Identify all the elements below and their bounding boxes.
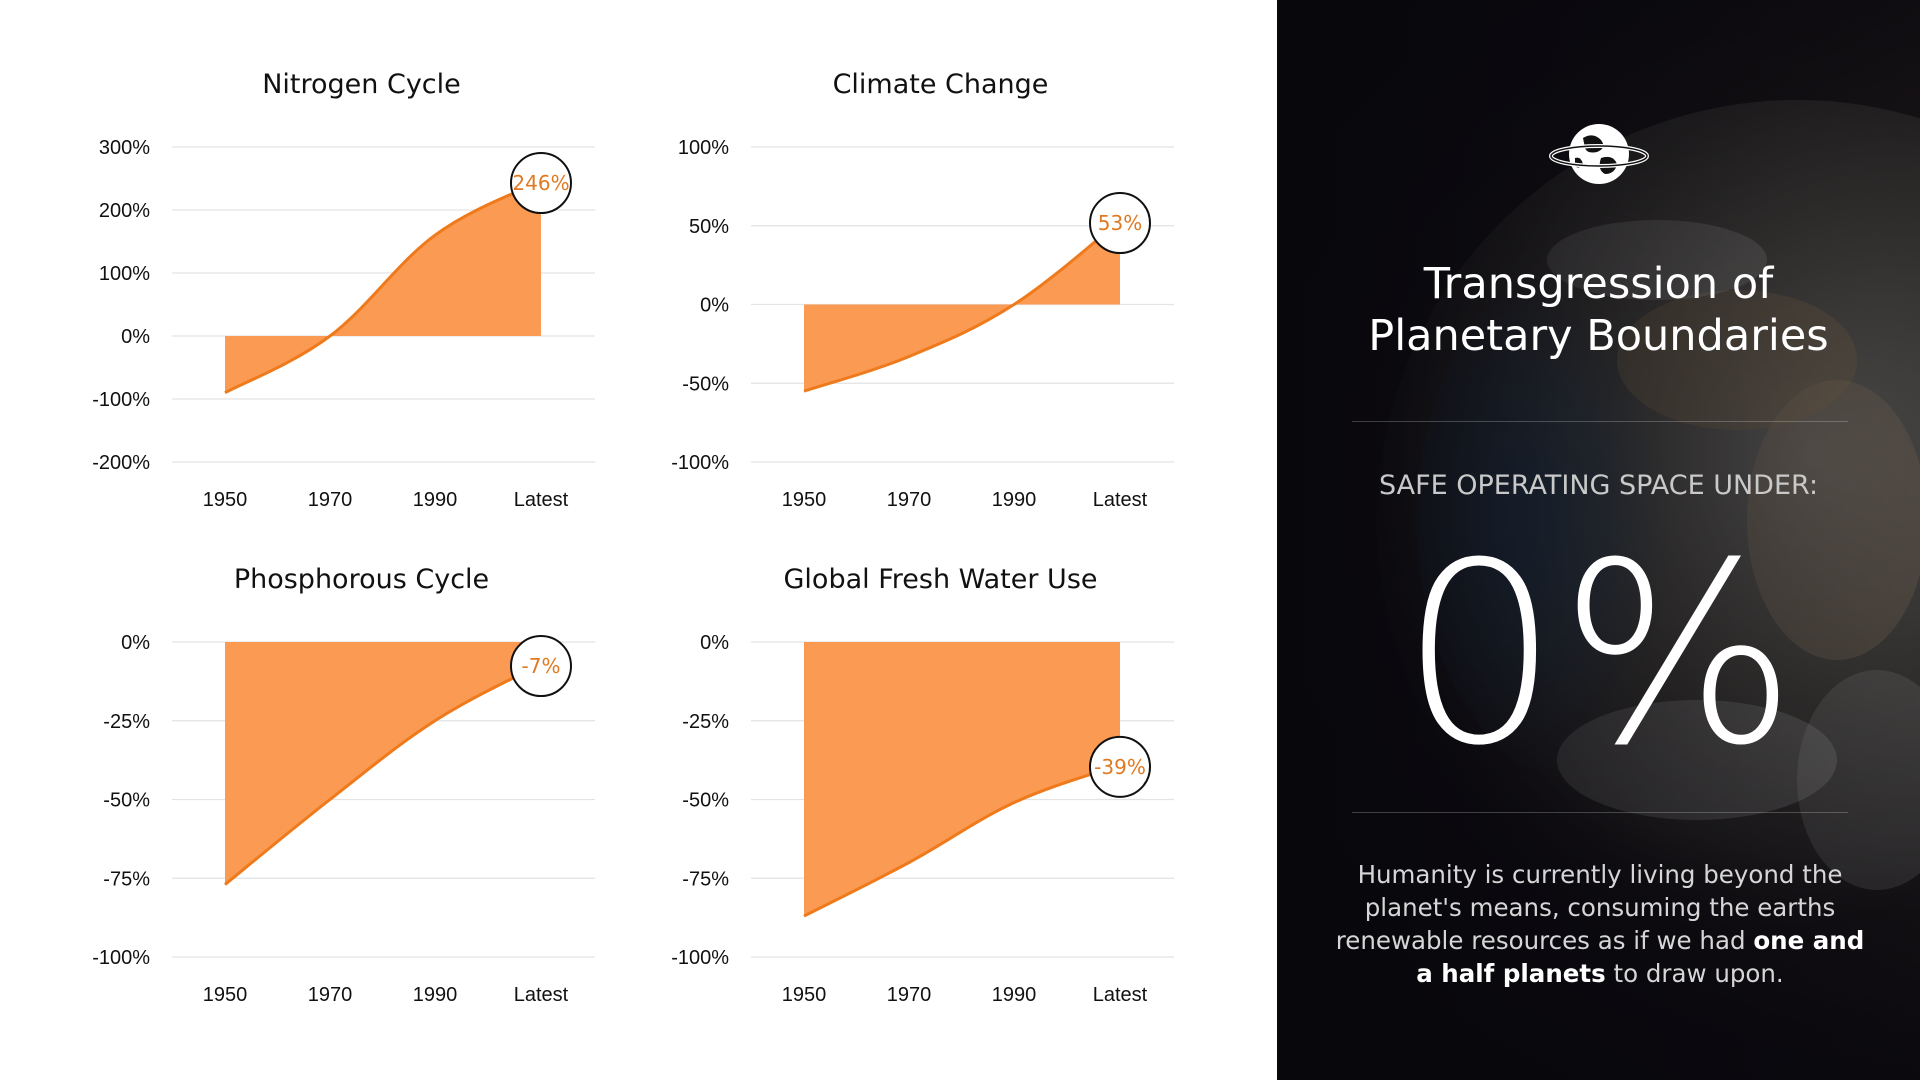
x-tick-label: Latest — [1093, 984, 1148, 1006]
y-tick-label: -25% — [103, 711, 150, 733]
x-tick-label: 1970 — [308, 984, 353, 1006]
callout-bubble — [1089, 735, 1151, 798]
chart-nitrogen-cycle: Nitrogen Cycle 300% 200% 100% 0% -100% -200% 19… — [50, 55, 650, 535]
y-tick-label: -100% — [671, 452, 729, 474]
chart-title: Nitrogen Cycle — [262, 69, 461, 100]
y-tick-label: -25% — [682, 711, 729, 733]
earth-background-image — [1277, 0, 1920, 1080]
y-tick-label: 0% — [700, 295, 729, 317]
chart-title: Climate Change — [833, 69, 1049, 100]
callout-label: 53% — [1098, 211, 1142, 235]
y-tick-label: -50% — [682, 373, 729, 395]
y-tick-label: 0% — [121, 632, 150, 654]
x-tick-label: 1970 — [887, 984, 932, 1006]
callout-bubble — [1089, 192, 1151, 255]
y-tick-label: -75% — [103, 868, 150, 890]
x-tick-label: Latest — [1093, 489, 1148, 511]
x-tick-label: 1970 — [887, 489, 932, 511]
callout-bubble — [510, 635, 572, 698]
series-line — [803, 763, 1121, 918]
x-tick-label: 1990 — [413, 489, 458, 511]
y-tick-label: -100% — [92, 947, 150, 969]
area-fill — [804, 642, 1120, 917]
chart-global-fresh-water-use: Global Fresh Water Use 0% -25% -50% -75% -100… — [629, 550, 1229, 1030]
y-tick-label: 200% — [99, 200, 150, 222]
callout-bubble — [510, 152, 572, 215]
chart-svg: Phosphorous Cycle 0% -25% -50% -75% -100% 1950… — [92, 564, 595, 1006]
y-tick-label: 0% — [121, 326, 150, 348]
y-tick-label: 100% — [678, 137, 729, 159]
panel-title-line-1: Transgression of — [1423, 259, 1774, 309]
chart-title: Global Fresh Water Use — [784, 564, 1098, 595]
chart-svg: Global Fresh Water Use 0% -25% -50% -75% -100… — [671, 564, 1174, 1006]
y-tick-label: 300% — [99, 137, 150, 159]
area-fill — [804, 221, 1120, 392]
chart-climate-change: Climate Change 100% 50% 0% -50% -100% 1950 1970… — [629, 55, 1229, 535]
x-tick-label: 1950 — [203, 489, 248, 511]
big-percentage-value: 0% — [1400, 509, 1797, 800]
chart-title: Phosphorous Cycle — [234, 564, 489, 595]
callout-label: 246% — [512, 171, 569, 195]
panel-subtitle: SAFE OPERATING SPACE UNDER: — [1378, 470, 1819, 501]
callout-label: -7% — [522, 654, 561, 678]
series-line — [803, 219, 1121, 393]
x-tick-label: Latest — [514, 489, 569, 511]
divider-bottom — [1352, 812, 1848, 813]
series-line — [224, 662, 542, 886]
y-tick-label: -75% — [682, 868, 729, 890]
x-tick-label: 1990 — [992, 489, 1037, 511]
y-tick-label: 100% — [99, 263, 150, 285]
chart-svg: Nitrogen Cycle 300% 200% 100% 0% -100% -200% 19… — [92, 69, 595, 511]
panel-description: Humanity is currently living beyond the … — [1335, 858, 1865, 990]
series-line — [224, 179, 542, 395]
y-tick-label: -50% — [682, 790, 729, 812]
y-tick-label: -50% — [103, 790, 150, 812]
planet-earth-icon — [1549, 124, 1649, 184]
description-bold-text: one and a half planets — [1416, 926, 1865, 988]
x-tick-label: 1950 — [203, 984, 248, 1006]
x-tick-label: 1950 — [782, 489, 827, 511]
divider-top — [1352, 421, 1848, 422]
panel-title: Transgression of Planetary Boundaries — [1317, 258, 1880, 362]
y-tick-label: 50% — [689, 216, 729, 238]
y-tick-label: -200% — [92, 452, 150, 474]
y-tick-label: -100% — [671, 947, 729, 969]
description-text: Humanity is currently living beyond the … — [1335, 860, 1843, 955]
area-fill — [225, 642, 541, 885]
x-tick-label: Latest — [514, 984, 569, 1006]
info-panel: Transgression of Planetary Boundaries SA… — [1277, 0, 1920, 1080]
chart-svg: Climate Change 100% 50% 0% -50% -100% 1950 1970… — [671, 69, 1174, 511]
y-tick-label: -100% — [92, 389, 150, 411]
x-tick-label: 1950 — [782, 984, 827, 1006]
callout-label: -39% — [1094, 755, 1146, 779]
chart-phosphorous-cycle: Phosphorous Cycle 0% -25% -50% -75% -100% 1950… — [50, 550, 650, 1030]
panel-title-line-2: Planetary Boundaries — [1368, 311, 1829, 361]
description-text-end: to draw upon. — [1605, 959, 1784, 988]
x-tick-label: 1990 — [413, 984, 458, 1006]
charts-area: Nitrogen Cycle 300% 200% 100% 0% -100% -200% 19… — [50, 55, 1229, 1030]
x-tick-label: 1990 — [992, 984, 1037, 1006]
x-tick-label: 1970 — [308, 489, 353, 511]
y-tick-label: 0% — [700, 632, 729, 654]
